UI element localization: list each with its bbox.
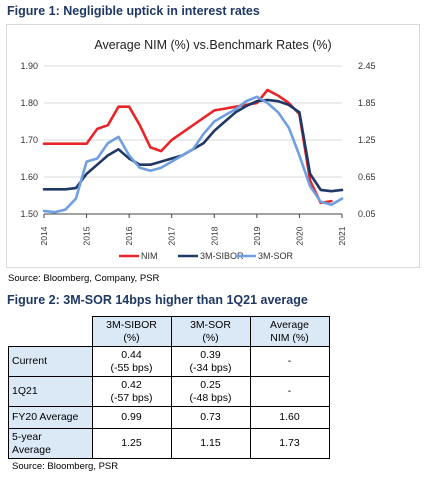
y-left-tick-label: 1.90 bbox=[20, 61, 38, 71]
header-unit: (%) bbox=[202, 331, 219, 344]
rates-summary-table: 3M-SIBOR (%) 3M-SOR (%) Average NIM (%) … bbox=[8, 316, 330, 459]
series-line-nim bbox=[42, 88, 333, 205]
y-right-tick-label: 2.45 bbox=[358, 61, 376, 71]
table-cell: 0.73 bbox=[170, 406, 251, 429]
y-right-tick-label: 1.25 bbox=[358, 135, 376, 145]
table-corner-cell bbox=[8, 316, 93, 347]
y-right-tick-label: 0.65 bbox=[358, 172, 376, 182]
x-tick-label: 2018 bbox=[209, 226, 219, 245]
table-cell: - bbox=[249, 346, 330, 377]
table-cell: 1.60 bbox=[249, 406, 330, 429]
y-right-tick-label: 0.05 bbox=[358, 209, 376, 219]
row-label: FY20 Average bbox=[8, 406, 93, 429]
x-tick-label: 2021 bbox=[337, 226, 347, 245]
table-row: Current 0.44 (-55 bps) 0.39 (-34 bps) - bbox=[8, 346, 330, 377]
header-label: Average bbox=[270, 318, 309, 331]
table-row: 5-year Average 1.25 1.15 1.73 bbox=[8, 428, 330, 459]
figure-1-caption: Figure 1: Negligible uptick in interest … bbox=[7, 4, 260, 18]
header-unit: NIM (%) bbox=[270, 331, 309, 344]
table-header-cell: Average NIM (%) bbox=[249, 316, 330, 347]
x-tick-label: 2017 bbox=[167, 226, 177, 245]
legend-label: NIM bbox=[141, 251, 158, 261]
x-tick-label: 2016 bbox=[124, 226, 134, 245]
legend-label: 3M-SIBOR bbox=[200, 251, 244, 261]
figure-1-source: Source: Bloomberg, Company, PSR bbox=[8, 273, 160, 284]
chart-title: Average NIM (%) vs.Benchmark Rates (%) bbox=[94, 38, 331, 52]
series-line-3m-sor bbox=[42, 95, 344, 214]
table-header-cell: 3M-SOR (%) bbox=[170, 316, 251, 347]
x-tick-label: 2019 bbox=[252, 226, 262, 245]
row-label: 5-year Average bbox=[8, 428, 93, 459]
x-tick-label: 2014 bbox=[39, 226, 49, 245]
table-row: 1Q21 0.42 (-57 bps) 0.25 (-48 bps) - bbox=[8, 376, 330, 407]
x-tick-label: 2020 bbox=[294, 226, 304, 245]
y-left-tick-label: 1.60 bbox=[20, 172, 38, 182]
chart-frame bbox=[6, 24, 420, 268]
table-cell: 0.25 (-48 bps) bbox=[170, 376, 251, 407]
table-cell: 1.15 bbox=[170, 428, 251, 459]
nim-vs-rates-chart: Average NIM (%) vs.Benchmark Rates (%) 1… bbox=[20, 38, 376, 261]
y-right-tick-label: 1.85 bbox=[358, 98, 376, 108]
table-header-row: 3M-SIBOR (%) 3M-SOR (%) Average NIM (%) bbox=[8, 316, 330, 347]
table-cell: 1.25 bbox=[91, 428, 172, 459]
legend-label: 3M-SOR bbox=[258, 251, 294, 261]
table-cell: 0.99 bbox=[91, 406, 172, 429]
table-row: FY20 Average 0.99 0.73 1.60 bbox=[8, 406, 330, 429]
y-left-tick-label: 1.50 bbox=[20, 209, 38, 219]
header-unit: (%) bbox=[123, 331, 140, 344]
table-cell: 0.42 (-57 bps) bbox=[91, 376, 172, 407]
row-label: Current bbox=[8, 346, 93, 377]
header-label: 3M-SOR bbox=[190, 318, 231, 331]
figure-2-caption: Figure 2: 3M-SOR 14bps higher than 1Q21 … bbox=[7, 293, 308, 307]
table-cell: - bbox=[249, 376, 330, 407]
table-cell: 1.73 bbox=[249, 428, 330, 459]
table-header-cell: 3M-SIBOR (%) bbox=[91, 316, 172, 347]
x-tick-label: 2015 bbox=[82, 226, 92, 245]
header-label: 3M-SIBOR bbox=[106, 318, 157, 331]
table-cell: 0.39 (-34 bps) bbox=[170, 346, 251, 377]
y-left-tick-label: 1.80 bbox=[20, 98, 38, 108]
figure-2-source: Source: Bloomberg, PSR bbox=[12, 461, 119, 472]
y-left-tick-label: 1.70 bbox=[20, 135, 38, 145]
row-label: 1Q21 bbox=[8, 376, 93, 407]
table-cell: 0.44 (-55 bps) bbox=[91, 346, 172, 377]
